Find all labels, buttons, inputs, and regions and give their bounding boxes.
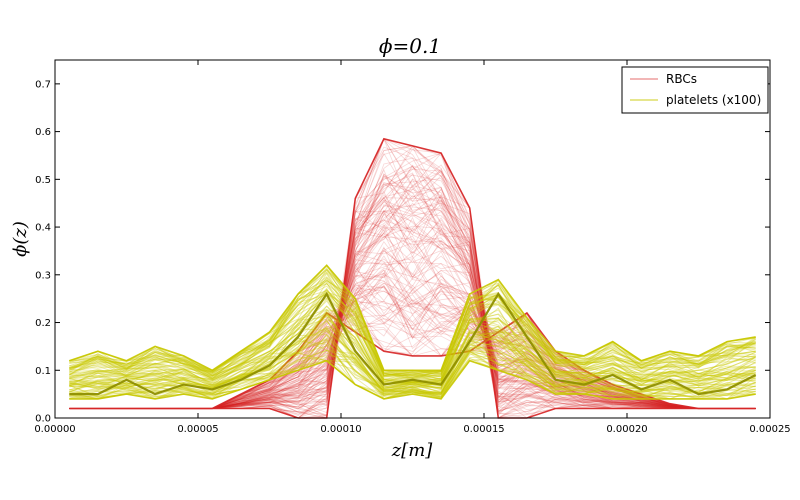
- series-line: [69, 341, 756, 400]
- series-line: [69, 292, 756, 379]
- series-line: [69, 266, 756, 380]
- plot-area: [54, 59, 771, 419]
- x-tick-label: 0.00015: [463, 424, 504, 435]
- series-envelope: [69, 311, 756, 410]
- series-line: [69, 320, 756, 394]
- series-platelets: [69, 264, 757, 400]
- series-line: [69, 341, 756, 396]
- y-tick-label: 0.7: [35, 79, 51, 90]
- series-line: [69, 290, 756, 377]
- x-tick-label: 0.00025: [749, 424, 790, 435]
- series-highlight: [69, 291, 757, 396]
- legend-frame: [621, 66, 769, 114]
- series-line: [69, 313, 756, 391]
- y-axis-label: ϕ(z): [10, 221, 31, 257]
- x-tick-label: 0.00000: [34, 424, 75, 435]
- series-line: [69, 309, 756, 384]
- series-line: [69, 289, 756, 385]
- legend-label-rbcs: RBCs: [666, 72, 697, 86]
- series-line: [69, 305, 756, 390]
- series-line: [69, 339, 756, 400]
- series-line: [69, 349, 756, 400]
- series-line: [69, 300, 756, 383]
- series-line: [69, 342, 756, 398]
- series-line: [69, 264, 756, 377]
- y-tick-label: 0.2: [35, 318, 51, 329]
- y-ticks: 0.0 0.1 0.2 0.3 0.4 0.5 0.6 0.7: [35, 79, 770, 425]
- series-line: [69, 283, 756, 377]
- series-line: [69, 294, 756, 384]
- series-line: [69, 280, 756, 381]
- series-line: [69, 337, 756, 399]
- x-axis-label: z[m]: [391, 440, 434, 461]
- series-line: [69, 349, 756, 400]
- series-line: [69, 313, 756, 390]
- series-line: [69, 309, 756, 389]
- series-line: [69, 298, 756, 389]
- y-tick-label: 0.5: [35, 175, 51, 186]
- y-tick-label: 0.1: [35, 366, 51, 377]
- y-tick-label: 0.4: [35, 223, 51, 234]
- series-line: [69, 292, 756, 385]
- chart-title: ϕ=0.1: [379, 34, 441, 58]
- x-ticks: 0.00000 0.00005 0.00010 0.00015 0.00020 0.000…: [34, 60, 791, 435]
- x-tick-label: 0.00020: [606, 424, 647, 435]
- series-line: [69, 297, 756, 385]
- series-line: [69, 312, 756, 390]
- axes-frame: [54, 59, 771, 419]
- series-line: [69, 268, 756, 381]
- series-line: [69, 297, 756, 384]
- series-line: [69, 288, 756, 383]
- series-line: [69, 327, 756, 395]
- series-line: [69, 321, 756, 387]
- series-line: [69, 316, 756, 389]
- series-line: [69, 345, 756, 400]
- legend-label-platelets: platelets (x100): [666, 93, 761, 107]
- series-line: [69, 313, 756, 387]
- series-line: [69, 291, 756, 380]
- series-line: [69, 319, 756, 393]
- series-line: [69, 338, 756, 400]
- series-line: [69, 292, 756, 380]
- series-line: [69, 328, 756, 397]
- series-line: [69, 317, 756, 393]
- x-tick-label: 0.00010: [320, 424, 361, 435]
- series-line: [69, 356, 756, 400]
- y-tick-label: 0.0: [35, 414, 51, 425]
- series-line: [69, 276, 756, 378]
- series-line: [69, 271, 756, 380]
- series-line: [69, 314, 756, 388]
- series-group: [69, 137, 757, 419]
- series-line: [69, 276, 756, 381]
- series-line: [69, 304, 756, 383]
- series-line: [69, 356, 756, 400]
- series-line: [69, 325, 756, 389]
- series-line: [69, 281, 756, 384]
- y-tick-label: 0.3: [35, 270, 51, 281]
- series-line: [69, 339, 756, 398]
- y-tick-label: 0.6: [35, 127, 51, 138]
- series-line: [69, 327, 756, 394]
- series-envelope: [69, 359, 756, 400]
- legend: RBCs platelets (x100): [621, 66, 769, 114]
- series-line: [69, 277, 757, 381]
- series-line: [69, 294, 756, 379]
- series-line: [69, 330, 756, 395]
- series-rbcs: [69, 137, 756, 419]
- x-tick-label: 0.00005: [177, 424, 218, 435]
- series-line: [69, 272, 756, 380]
- series-line: [69, 351, 756, 400]
- series-envelope: [69, 264, 756, 372]
